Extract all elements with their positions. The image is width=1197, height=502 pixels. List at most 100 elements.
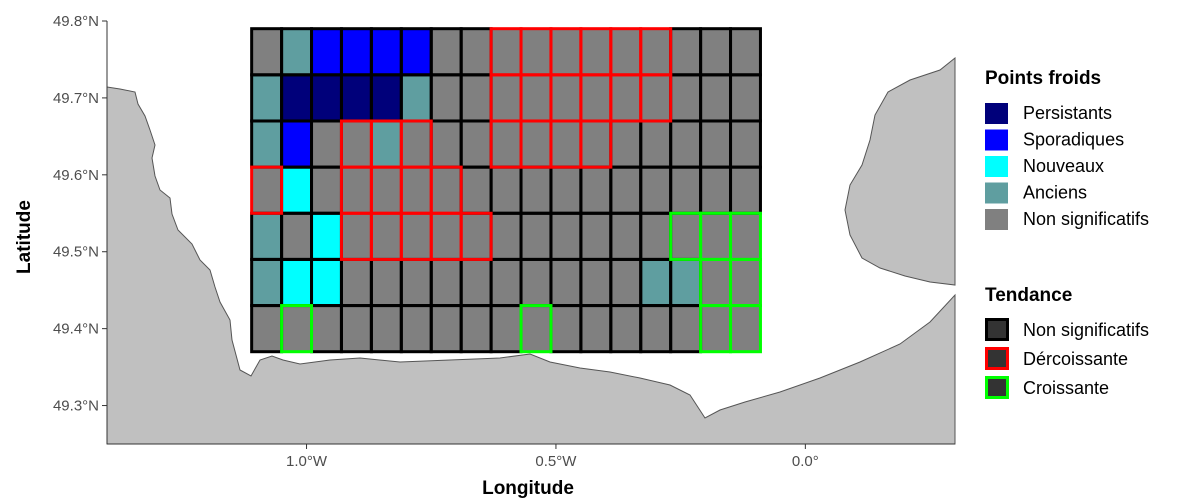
grid-cell [461, 120, 492, 168]
grid-cell [491, 259, 522, 306]
grid-cell [580, 259, 611, 306]
legend-label: Nouveaux [1023, 156, 1104, 176]
trend-border-decreasing [579, 119, 613, 169]
grid-cell [550, 120, 581, 168]
grid-cell [700, 305, 731, 352]
grid-cell [431, 28, 462, 75]
legend-key-anciens [985, 182, 1008, 204]
grid-cell [730, 120, 761, 168]
grid-cell [580, 305, 611, 352]
grid-cell [431, 120, 462, 168]
legend-key-sporadiques [985, 129, 1008, 151]
trend-border-increasing [729, 304, 762, 354]
x-tick-label: 0.0° [792, 453, 819, 470]
y-tick-label: 49.6°N [53, 167, 99, 184]
grid-cell [610, 213, 641, 260]
legend-key-tendance [985, 318, 1009, 341]
grid-cell [491, 167, 522, 214]
grid-cell [670, 213, 701, 260]
grid-cell [640, 213, 671, 260]
grid-cell [371, 28, 402, 75]
grid-cell [700, 213, 731, 260]
grid-cell [461, 28, 492, 75]
grid-cell [700, 167, 731, 214]
grid-cell [311, 167, 342, 214]
legend-label: Anciens [1023, 183, 1087, 203]
coastline-south-land [106, 86, 956, 445]
y-tick-label: 49.3°N [53, 398, 99, 415]
axes-layer: 49.3°N 49.4°N 49.5°N 49.6°N 49.7°N 49.8°N 1.0°… [53, 13, 955, 470]
grid-cell [580, 120, 611, 168]
grid-cell [341, 120, 372, 168]
grid-cell [431, 74, 462, 121]
trend-border-increasing [280, 304, 314, 354]
grid-cell [550, 259, 581, 306]
grid-cell [521, 120, 551, 168]
grid-cell [401, 28, 432, 75]
grid-cell [491, 74, 522, 121]
grid-cell [670, 167, 701, 214]
grid-cell [371, 120, 402, 168]
grid-cell [580, 28, 611, 75]
grid-cell [401, 213, 432, 260]
grid-cell [640, 167, 671, 214]
x-tick-label: 1.0°W [286, 453, 328, 470]
grid-cell [640, 120, 671, 168]
x-axis-title: Longitude [482, 478, 574, 499]
grid-cell [491, 120, 522, 168]
grid-cell [491, 28, 522, 75]
trend-border-decreasing [459, 211, 493, 261]
grid-cell [610, 120, 641, 168]
grid-cell [580, 167, 611, 214]
grid-cell [610, 74, 641, 121]
grid-cell [610, 305, 641, 352]
grid-cell [730, 74, 761, 121]
grid-cell [550, 167, 581, 214]
grid-cell [311, 74, 342, 121]
trend-border-decreasing [639, 73, 673, 123]
grid-cell [251, 28, 282, 75]
grid-cell [640, 74, 671, 121]
grid-cell [431, 167, 462, 214]
grid-cell [461, 74, 492, 121]
grid-cell [521, 305, 551, 352]
grid-cell [401, 120, 432, 168]
grid-cell [610, 28, 641, 75]
legend-key-persistants [985, 103, 1008, 124]
grid-cell [670, 305, 701, 352]
grid-cell [521, 28, 551, 75]
grid-cell [640, 305, 671, 352]
grid-cell [521, 74, 551, 121]
x-tick-label: 0.5°W [535, 453, 577, 470]
grid-cell [281, 213, 312, 260]
legend-layer: Points froids Persistants Sporadiques Nouve… [985, 68, 1149, 399]
grid-cell [461, 259, 492, 306]
grid-cell [550, 28, 581, 75]
legend-key-tendance [985, 347, 1009, 370]
grid-cell [341, 28, 372, 75]
grid-cell [281, 259, 312, 306]
trend-border-decreasing [250, 165, 284, 215]
grid-cell [461, 305, 492, 352]
coastline-east-land [844, 56, 956, 286]
grid-cell [730, 213, 761, 260]
cell-layer [251, 28, 761, 352]
grid-cell [730, 305, 761, 352]
grid-cell [311, 120, 342, 168]
grid-cell [550, 213, 581, 260]
legend-label: Non significatifs [1023, 320, 1149, 340]
grid-cell [311, 28, 342, 75]
grid-cell [251, 120, 282, 168]
grid-cell [371, 305, 402, 352]
legend-key-nouveaux [985, 156, 1008, 177]
grid-cell [550, 305, 581, 352]
label-layer: Longitude Latitude [14, 200, 574, 499]
grid-cell [371, 167, 402, 214]
grid-cell [730, 28, 761, 75]
grid-cell [580, 213, 611, 260]
grid-cell [401, 74, 432, 121]
grid-cell [610, 259, 641, 306]
grid-cell [251, 74, 282, 121]
land-layer [106, 56, 956, 445]
grid-cell [550, 74, 581, 121]
